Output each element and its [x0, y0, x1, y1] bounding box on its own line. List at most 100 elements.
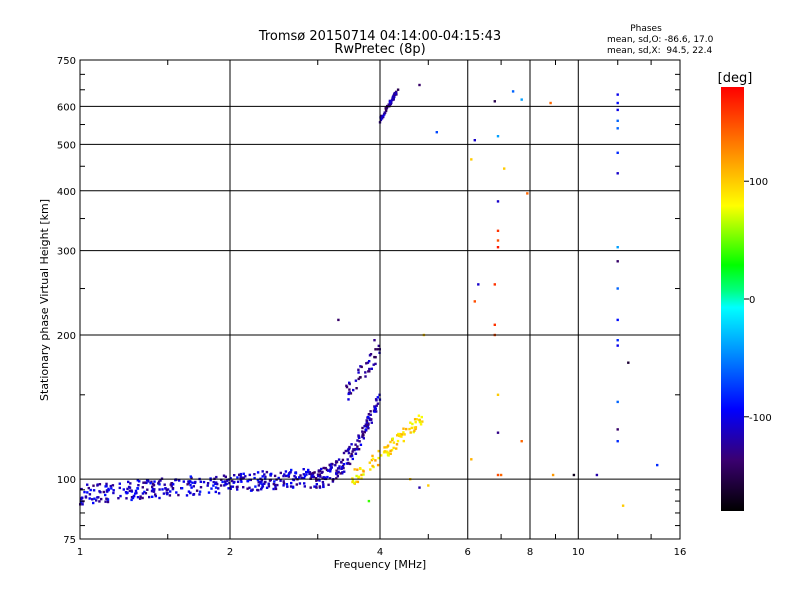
- data-point: [520, 98, 523, 101]
- data-point: [171, 487, 175, 490]
- data-point: [383, 111, 386, 114]
- data-point: [349, 455, 352, 458]
- data-point: [189, 483, 192, 487]
- data-point: [170, 485, 173, 488]
- data-point: [289, 485, 293, 488]
- data-point: [209, 478, 212, 482]
- data-point: [105, 497, 108, 500]
- data-point: [627, 361, 630, 364]
- data-point: [315, 483, 318, 486]
- data-point: [318, 473, 322, 476]
- data-point: [390, 98, 394, 102]
- data-point: [386, 444, 390, 447]
- data-point: [371, 454, 374, 458]
- data-point: [370, 458, 374, 462]
- data-point: [342, 451, 346, 455]
- data-point: [264, 475, 267, 479]
- data-point: [385, 446, 388, 449]
- data-point: [355, 448, 359, 451]
- data-point: [259, 482, 262, 485]
- data-point: [215, 481, 218, 485]
- data-point: [526, 192, 529, 195]
- data-point: [328, 463, 331, 467]
- data-point: [421, 420, 424, 423]
- data-point: [392, 95, 395, 98]
- data-point: [311, 473, 315, 476]
- data-point: [371, 464, 374, 468]
- data-point: [403, 433, 406, 436]
- chart-title: Tromsø 20150714 04:14:00-04:15:43: [258, 29, 501, 44]
- data-point: [345, 384, 348, 387]
- data-point: [355, 387, 358, 390]
- x-tick-label: 2: [227, 547, 233, 558]
- data-point: [341, 471, 344, 474]
- data-point: [386, 453, 390, 457]
- data-point: [162, 492, 166, 495]
- data-point: [362, 434, 365, 437]
- data-point: [402, 427, 405, 430]
- data-point: [380, 454, 383, 457]
- data-point: [493, 323, 496, 326]
- data-point: [335, 460, 338, 463]
- data-point: [408, 427, 411, 431]
- data-point: [390, 449, 394, 452]
- x-tick-label: 10: [572, 547, 585, 558]
- data-point: [91, 498, 94, 501]
- data-point: [137, 484, 140, 487]
- data-point: [228, 482, 231, 485]
- data-point: [189, 480, 192, 483]
- data-point: [302, 468, 305, 471]
- data-point: [374, 407, 377, 410]
- data-point: [384, 107, 387, 110]
- data-point: [294, 476, 297, 479]
- x-tick-label: 6: [465, 547, 471, 558]
- data-point: [242, 472, 245, 475]
- data-point: [335, 469, 338, 472]
- data-point: [139, 495, 142, 498]
- data-point: [348, 462, 352, 466]
- data-point: [329, 467, 332, 471]
- data-point: [178, 479, 181, 482]
- data-point: [154, 494, 157, 498]
- data-point: [100, 497, 103, 501]
- data-point: [496, 431, 500, 434]
- data-point: [86, 483, 89, 486]
- data-point: [345, 385, 349, 389]
- colorbar: [721, 87, 744, 511]
- data-point: [344, 449, 347, 453]
- data-point: [169, 483, 172, 486]
- data-point: [323, 476, 327, 479]
- data-point: [236, 476, 239, 479]
- data-point: [329, 470, 332, 473]
- data-point: [104, 485, 107, 488]
- data-point: [217, 487, 220, 490]
- data-point: [351, 477, 354, 480]
- data-point: [391, 437, 394, 440]
- data-point: [511, 90, 515, 93]
- data-point: [298, 476, 301, 479]
- data-point: [380, 114, 383, 118]
- data-point: [399, 432, 402, 436]
- data-point: [418, 486, 421, 489]
- y-axis-label: Stationary phase Virtual Height [km]: [38, 199, 51, 401]
- data-point: [168, 494, 172, 497]
- data-point: [402, 431, 405, 434]
- data-point: [377, 344, 380, 348]
- data-point: [337, 318, 340, 322]
- data-point: [298, 482, 302, 485]
- data-point: [396, 434, 399, 437]
- data-point: [170, 482, 173, 485]
- stats-line-o: mean, sd,O: -86.6, 17.0: [607, 35, 714, 45]
- data-point: [369, 353, 373, 356]
- data-point: [348, 445, 351, 449]
- data-point: [261, 483, 264, 486]
- data-point: [389, 452, 392, 455]
- data-point: [258, 480, 261, 483]
- data-point: [336, 467, 340, 470]
- data-point: [302, 473, 305, 476]
- data-point: [360, 365, 363, 369]
- data-point: [358, 376, 362, 379]
- data-point: [370, 418, 373, 421]
- data-point: [143, 490, 146, 494]
- data-point: [356, 445, 359, 448]
